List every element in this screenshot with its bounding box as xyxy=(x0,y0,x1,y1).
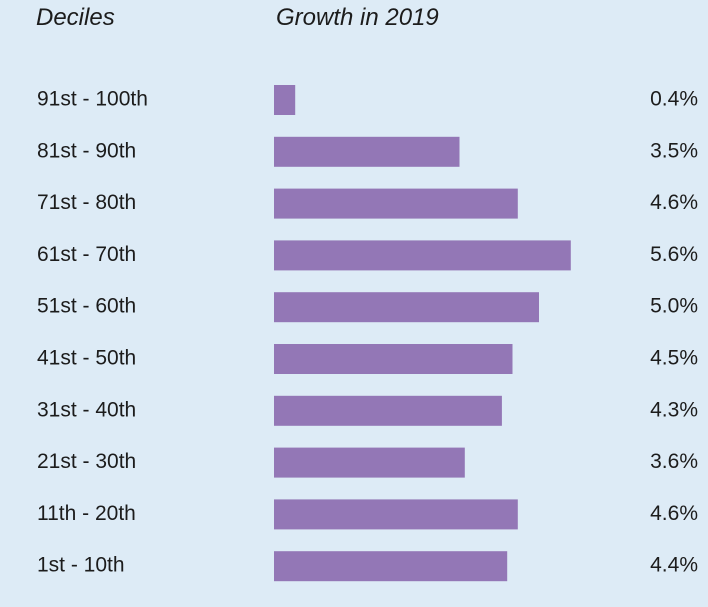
category-column-header: Deciles xyxy=(36,4,115,31)
value-label: 4.3% xyxy=(650,398,698,421)
bar xyxy=(274,499,518,530)
value-label: 4.6% xyxy=(650,191,698,214)
bar xyxy=(274,85,296,115)
category-label: 41st - 50th xyxy=(37,347,136,370)
category-label: 71st - 80th xyxy=(37,191,136,214)
bar xyxy=(274,136,460,167)
bar xyxy=(274,447,465,478)
bar xyxy=(274,188,518,219)
category-label: 91st - 100th xyxy=(37,88,148,111)
value-label: 4.5% xyxy=(650,347,698,370)
bar xyxy=(274,292,539,323)
value-label: 5.0% xyxy=(650,295,698,318)
value-label: 4.6% xyxy=(650,502,698,525)
category-label: 61st - 70th xyxy=(37,243,136,266)
value-column-header: Growth in 2019 xyxy=(276,4,439,31)
category-label: 11th - 20th xyxy=(37,502,136,525)
category-label: 31st - 40th xyxy=(37,398,136,421)
category-label: 21st - 30th xyxy=(37,450,136,473)
bar xyxy=(274,240,571,271)
bar xyxy=(274,551,508,582)
category-label: 81st - 90th xyxy=(37,139,136,162)
value-label: 5.6% xyxy=(650,243,698,266)
category-label: 1st - 10th xyxy=(37,554,125,577)
value-label: 4.4% xyxy=(650,554,698,577)
bar xyxy=(274,395,502,426)
category-label: 51st - 60th xyxy=(37,295,136,318)
value-label: 3.6% xyxy=(650,450,698,473)
bar xyxy=(274,344,513,374)
value-label: 3.5% xyxy=(650,139,698,162)
value-label: 0.4% xyxy=(650,88,698,111)
